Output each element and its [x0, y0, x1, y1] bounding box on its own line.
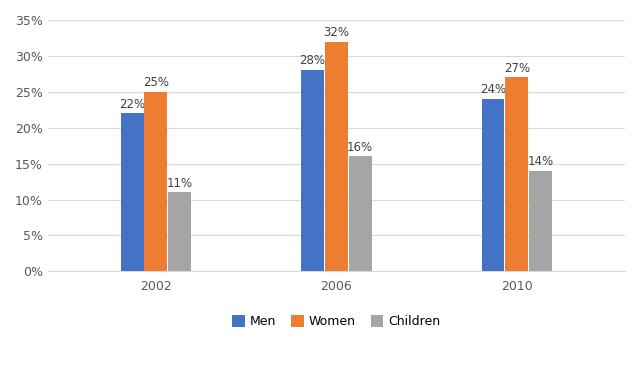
Legend: Men, Women, Children: Men, Women, Children: [227, 310, 445, 333]
Bar: [301, 70, 324, 271]
Text: 28%: 28%: [300, 54, 326, 67]
Bar: [506, 77, 528, 271]
Text: 11%: 11%: [166, 177, 193, 189]
Text: 14%: 14%: [527, 155, 554, 168]
Bar: [349, 156, 372, 271]
Text: 22%: 22%: [119, 97, 145, 110]
Bar: [481, 99, 504, 271]
Text: 25%: 25%: [143, 76, 169, 89]
Text: 16%: 16%: [347, 141, 373, 154]
Text: 32%: 32%: [323, 26, 349, 38]
Bar: [145, 92, 168, 271]
Bar: [529, 171, 552, 271]
Bar: [121, 113, 143, 271]
Text: 24%: 24%: [480, 83, 506, 96]
Text: 27%: 27%: [504, 62, 530, 75]
Bar: [168, 192, 191, 271]
Bar: [325, 42, 348, 271]
